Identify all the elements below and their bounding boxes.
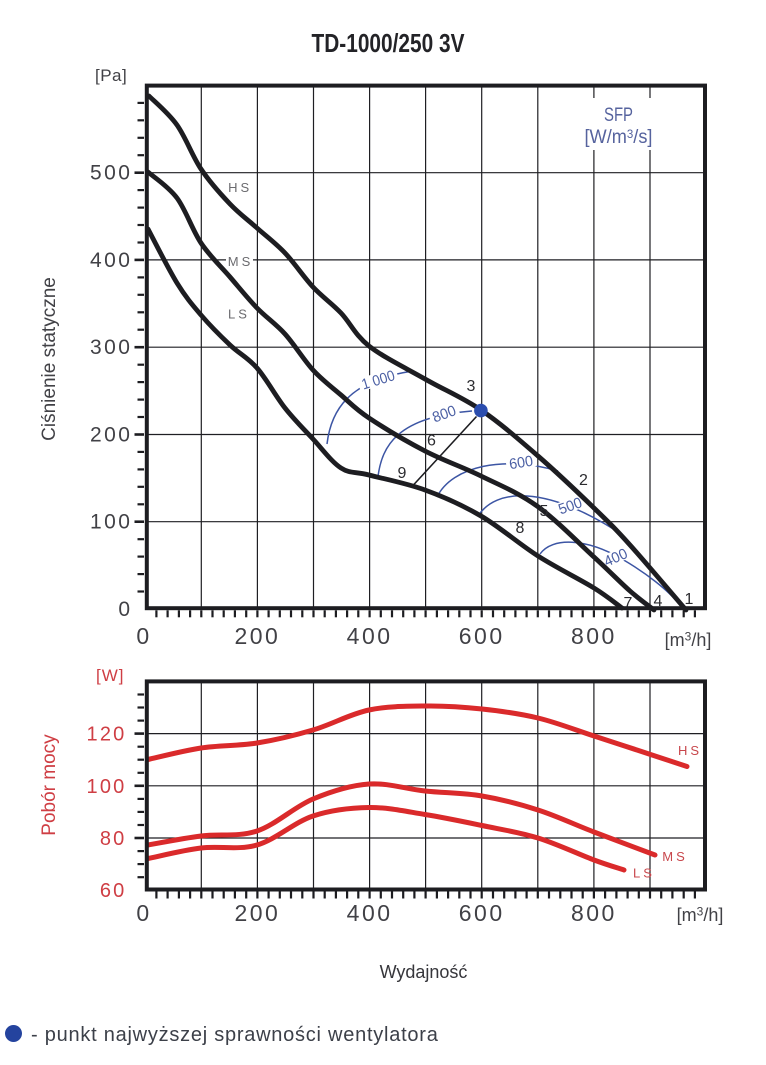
svg-text:[W/m3/s]: [W/m3/s] (585, 127, 653, 148)
svg-text:300: 300 (90, 336, 133, 359)
svg-text:800: 800 (571, 623, 617, 649)
svg-text:200: 200 (90, 424, 133, 447)
svg-text:LS: LS (633, 866, 655, 881)
svg-text:500: 500 (90, 162, 133, 185)
svg-text:6: 6 (427, 432, 436, 449)
svg-text:600: 600 (508, 453, 534, 474)
svg-text:200: 200 (234, 900, 280, 926)
svg-text:400: 400 (347, 623, 393, 649)
svg-text:MS: MS (662, 849, 688, 864)
svg-text:- punkt najwyższej sprawności: - punkt najwyższej sprawności wentylator… (31, 1024, 439, 1046)
svg-text:Ciśnienie statyczne: Ciśnienie statyczne (39, 277, 60, 441)
svg-text:600: 600 (459, 900, 505, 926)
svg-text:0: 0 (136, 623, 151, 649)
svg-text:400: 400 (90, 249, 133, 272)
svg-text:400: 400 (347, 900, 393, 926)
svg-text:200: 200 (234, 623, 280, 649)
svg-text:TD-1000/250 3V: TD-1000/250 3V (312, 28, 466, 58)
svg-text:100: 100 (87, 776, 127, 798)
svg-text:Wydajność: Wydajność (380, 962, 468, 982)
svg-text:MS: MS (228, 254, 254, 269)
svg-text:0: 0 (118, 598, 132, 621)
svg-text:[W]: [W] (96, 666, 125, 685)
svg-text:8: 8 (516, 520, 525, 537)
svg-text:2: 2 (579, 472, 588, 489)
svg-text:[m3/h]: [m3/h] (677, 905, 724, 926)
svg-text:[Pa]: [Pa] (95, 66, 127, 85)
svg-text:LS: LS (228, 307, 250, 322)
svg-text:1: 1 (685, 591, 694, 608)
svg-text:HS: HS (678, 743, 702, 758)
svg-text:4: 4 (654, 593, 663, 610)
svg-text:9: 9 (398, 465, 407, 482)
svg-text:[m3/h]: [m3/h] (665, 630, 712, 651)
svg-text:100: 100 (90, 511, 133, 534)
svg-text:80: 80 (100, 828, 127, 850)
svg-text:600: 600 (459, 623, 505, 649)
svg-text:7: 7 (624, 595, 633, 612)
svg-text:5: 5 (540, 503, 549, 520)
svg-text:120: 120 (87, 724, 127, 746)
svg-text:0: 0 (136, 900, 151, 926)
svg-text:SFP: SFP (604, 105, 633, 126)
svg-text:3: 3 (467, 378, 476, 395)
svg-text:HS: HS (228, 180, 252, 195)
svg-text:60: 60 (100, 880, 127, 902)
svg-text:800: 800 (571, 900, 617, 926)
svg-text:Pobór mocy: Pobór mocy (39, 734, 60, 836)
